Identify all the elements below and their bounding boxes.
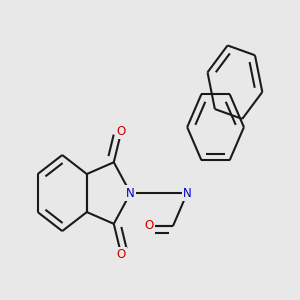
Text: N: N	[126, 187, 135, 200]
Text: O: O	[117, 248, 126, 261]
Text: O: O	[144, 220, 154, 232]
Text: N: N	[183, 187, 192, 200]
Text: O: O	[117, 125, 126, 138]
